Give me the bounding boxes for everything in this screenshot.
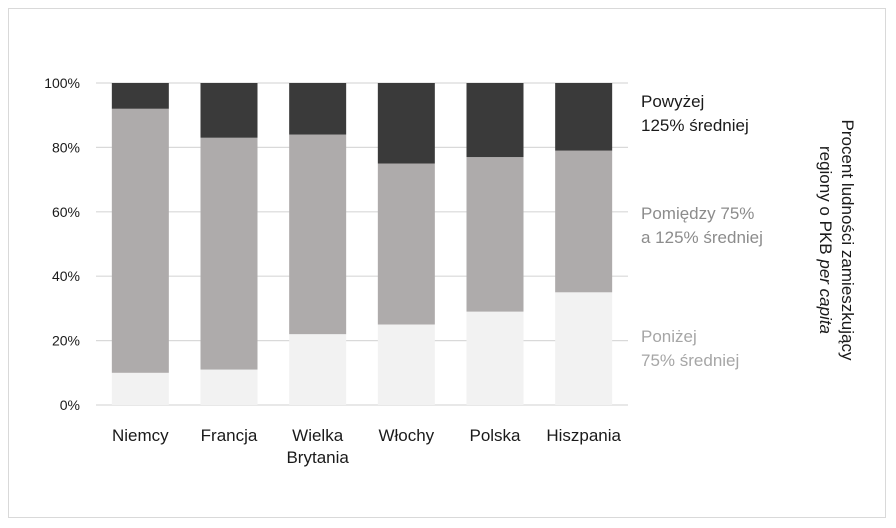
y-tick-label: 20% <box>52 333 80 349</box>
y-tick-label: 40% <box>52 268 80 284</box>
x-category-label: Niemcy <box>112 426 169 445</box>
bar-segment-between-75-125 <box>200 137 258 370</box>
bar-segment-between-75-125 <box>377 163 435 325</box>
bar-segment-below-75 <box>466 311 524 405</box>
y-axis-label: regiony o PKB per capita <box>816 146 835 334</box>
x-category-label: Wielka Brytania <box>286 426 349 467</box>
bar-segment-between-75-125 <box>466 157 524 312</box>
legend-label: Pomiędzy 75% a 125% średniej <box>641 204 763 247</box>
bar-segment-between-75-125 <box>555 150 613 293</box>
bar-segment-above-125 <box>289 83 347 135</box>
y-tick-label: 100% <box>44 75 80 91</box>
bar-segment-above-125 <box>200 83 258 138</box>
y-tick-label: 80% <box>52 139 80 155</box>
bar-segment-below-75 <box>377 324 435 405</box>
y-axis-label: Procent ludności zamieszkujący <box>838 120 857 361</box>
bar-segment-above-125 <box>555 83 613 151</box>
legend-label: Poniżej 75% średniej <box>641 327 739 370</box>
y-tick-label: 0% <box>60 397 80 413</box>
x-category-label: Francja <box>201 426 258 445</box>
x-category-label: Włochy <box>378 426 434 445</box>
bar-segment-above-125 <box>377 83 435 164</box>
bar-segment-below-75 <box>111 372 169 405</box>
bar-segment-above-125 <box>466 83 524 158</box>
bar-segment-below-75 <box>555 292 613 405</box>
bar-segment-between-75-125 <box>289 134 347 335</box>
bar-segment-above-125 <box>111 83 169 109</box>
x-category-label: Polska <box>469 426 521 445</box>
legend-label: Powyżej 125% średniej <box>641 92 749 135</box>
bar-segment-below-75 <box>200 369 258 405</box>
bar-segment-between-75-125 <box>111 108 169 373</box>
x-category-label: Hiszpania <box>546 426 621 445</box>
bar-segment-below-75 <box>289 334 347 405</box>
y-tick-label: 60% <box>52 204 80 220</box>
